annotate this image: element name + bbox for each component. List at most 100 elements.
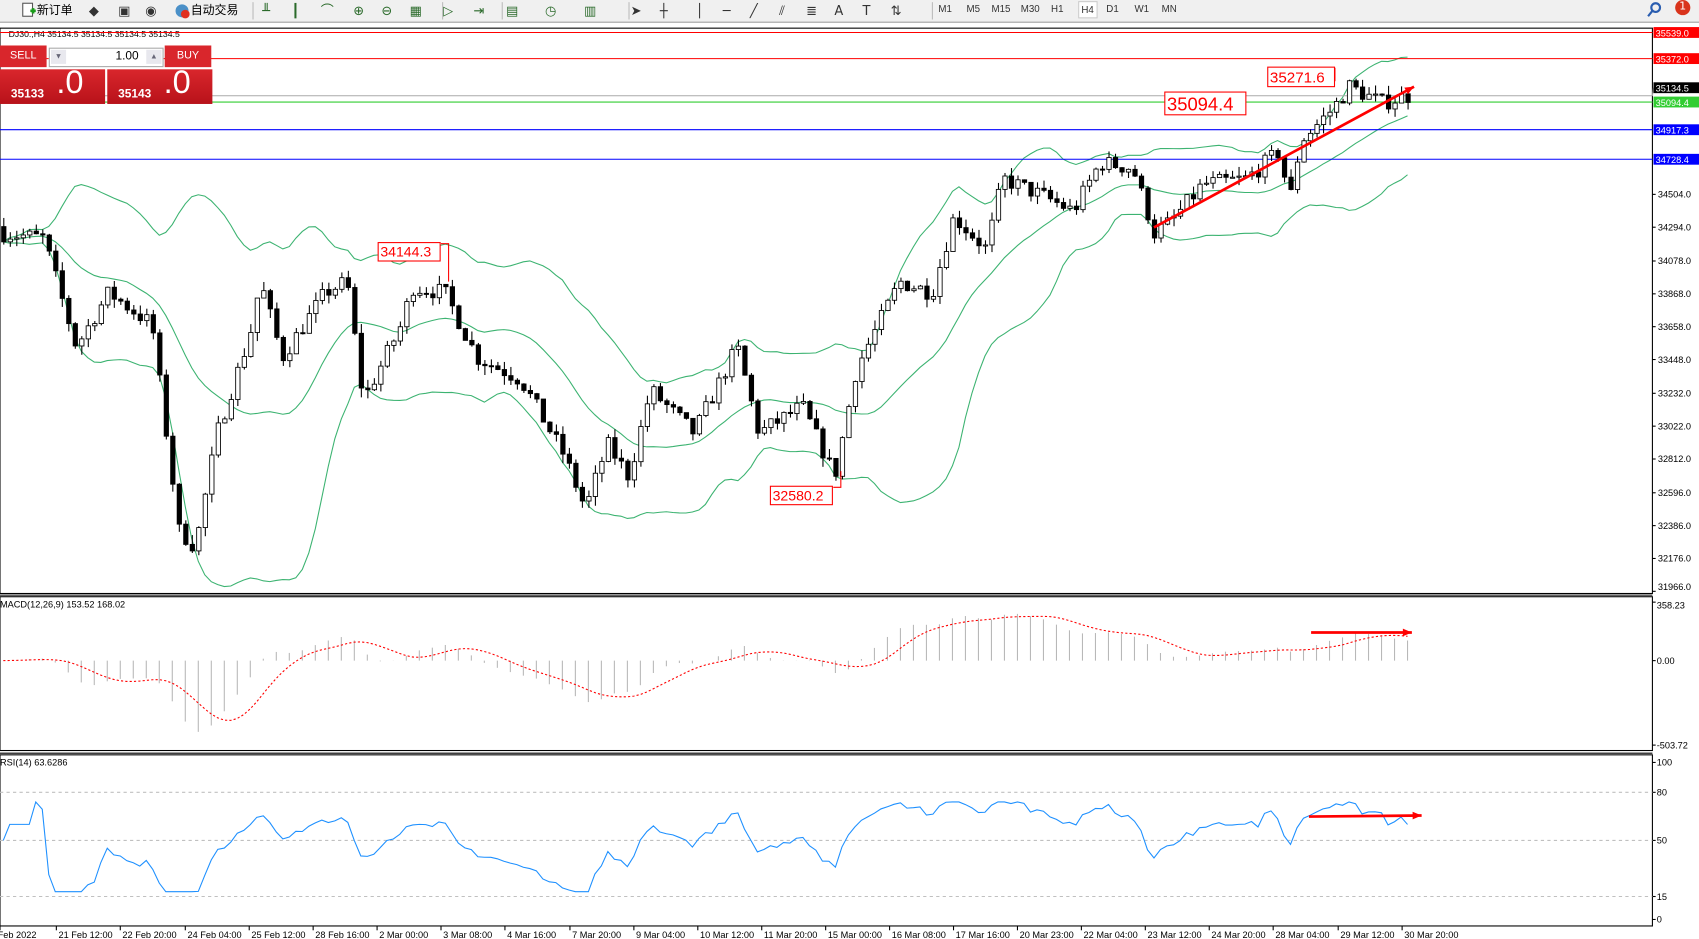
zoom-out-button[interactable]: ⊖ xyxy=(381,1,392,20)
timeframe-m30[interactable]: M30 xyxy=(1020,3,1040,15)
candle xyxy=(644,403,651,427)
candle xyxy=(1099,168,1106,171)
bar-chart-button[interactable]: ╨ xyxy=(262,1,270,20)
timeframe-d1[interactable]: D1 xyxy=(1106,3,1119,15)
candle xyxy=(573,462,579,488)
vertical-line-button[interactable]: │ xyxy=(696,1,704,20)
candle xyxy=(475,344,481,365)
candle xyxy=(235,366,241,400)
price-axis-label: 32812.0 xyxy=(1658,454,1691,464)
line-chart-button[interactable]: ⌒ xyxy=(321,1,334,20)
autoscroll-button[interactable]: ▷ xyxy=(443,1,453,20)
text-icon: A xyxy=(834,3,844,19)
candle xyxy=(1073,205,1080,211)
candle xyxy=(1132,168,1138,177)
candle xyxy=(898,280,904,290)
level-tag-bg xyxy=(1653,96,1699,108)
candle xyxy=(254,297,260,333)
cursor-button[interactable]: ➤ xyxy=(631,1,642,20)
candle xyxy=(852,381,859,407)
timeframe-mn[interactable]: MN xyxy=(1161,3,1177,15)
fibo-fan-button[interactable]: ≣ xyxy=(806,1,817,20)
timeframe-h4[interactable]: H4 xyxy=(1078,1,1098,19)
candle xyxy=(755,400,761,434)
bollinger-middle xyxy=(3,115,1408,448)
zoom-in-button[interactable]: ⊕ xyxy=(353,1,364,20)
time-axis-label: 3 Mar 08:00 xyxy=(443,930,492,939)
candle xyxy=(189,543,195,552)
chart-shift-button[interactable]: ⇥ xyxy=(474,1,485,20)
indicators-button[interactable]: ▤ xyxy=(506,1,518,20)
timeframe-m1[interactable]: M1 xyxy=(938,3,952,15)
trendline-icon: ╱ xyxy=(749,3,758,19)
candle xyxy=(735,345,742,350)
candle xyxy=(111,286,117,300)
lot-decrease-button[interactable]: ▼ xyxy=(50,49,67,64)
time-axis-label: 21 Feb 12:00 xyxy=(59,930,113,939)
candle xyxy=(274,308,280,338)
candle xyxy=(462,328,468,341)
level-price-tag: 35372.0 xyxy=(1653,53,1699,64)
candle xyxy=(1086,179,1093,187)
candle xyxy=(833,457,839,477)
candle xyxy=(1249,171,1255,177)
horizontal-line-button[interactable]: ─ xyxy=(723,1,731,20)
bar-chart-icon: ╨ xyxy=(262,3,271,19)
periods-button[interactable]: ◷ xyxy=(545,1,556,20)
candle xyxy=(79,338,85,347)
fibonacci-button[interactable]: ⫽ xyxy=(779,1,785,20)
toolbar-separator xyxy=(628,2,630,20)
arrows-button[interactable]: ⇅ xyxy=(891,1,902,20)
candle xyxy=(1028,181,1034,197)
candle xyxy=(1112,157,1119,169)
candle xyxy=(326,289,332,296)
candle xyxy=(384,344,390,367)
candle xyxy=(579,486,586,502)
candle xyxy=(1177,208,1184,217)
lot-size-input[interactable]: ▼ 1.00 ▲ xyxy=(48,47,164,68)
buy-button[interactable]: BUY xyxy=(164,45,212,68)
auto-trading-button[interactable]: 自动交易 xyxy=(173,1,238,20)
level-tag-bg xyxy=(1653,53,1699,65)
current-price-tag: 35134.5 xyxy=(1651,82,1699,96)
candlestick-button[interactable]: ┃ xyxy=(291,1,299,20)
notification-badge[interactable]: 1 xyxy=(1675,0,1691,16)
templates-button[interactable]: ▥ xyxy=(584,1,596,20)
candle xyxy=(1229,176,1236,179)
timeframe-w1[interactable]: W1 xyxy=(1134,3,1150,15)
new-order-button[interactable]: 新订单 xyxy=(22,1,73,20)
sell-price-button[interactable]: 35133 .0 xyxy=(0,65,106,104)
tile-windows-button[interactable]: ▦ xyxy=(410,1,422,20)
candle xyxy=(1314,124,1320,134)
time-axis-label: 10 Mar 12:00 xyxy=(700,930,754,939)
candle xyxy=(488,365,494,368)
price-annotation-box xyxy=(1267,66,1336,88)
candle xyxy=(404,301,410,328)
text-label-button[interactable]: T xyxy=(863,1,871,20)
candle xyxy=(365,387,371,391)
lot-increase-button[interactable]: ▲ xyxy=(146,49,162,64)
signals-button[interactable]: ◉ xyxy=(145,1,156,20)
sell-button[interactable]: SELL xyxy=(0,45,47,68)
candle xyxy=(14,237,20,240)
candle xyxy=(768,418,774,429)
timeframe-m15[interactable]: M15 xyxy=(991,3,1011,15)
annotation-leader xyxy=(1330,67,1336,82)
candle xyxy=(729,349,735,378)
text-button[interactable]: A xyxy=(834,1,843,20)
crosshair-button[interactable]: ┼ xyxy=(660,1,668,20)
candle xyxy=(131,309,137,315)
search-button[interactable] xyxy=(1647,1,1662,20)
timeframe-m5[interactable]: M5 xyxy=(966,3,981,15)
buy-price-button[interactable]: 35143 .0 xyxy=(107,65,213,104)
data-window-button[interactable]: ▣ xyxy=(118,1,130,20)
timeframe-h1[interactable]: H1 xyxy=(1051,3,1064,15)
candle xyxy=(1119,167,1125,173)
trendline-button[interactable]: ╱ xyxy=(750,1,758,20)
time-axis-label: 9 Mar 04:00 xyxy=(636,930,685,939)
market-watch-button[interactable]: ◆ xyxy=(89,1,99,20)
data-window-icon: ▣ xyxy=(118,3,131,19)
candle xyxy=(1346,80,1353,104)
candle xyxy=(423,292,429,295)
